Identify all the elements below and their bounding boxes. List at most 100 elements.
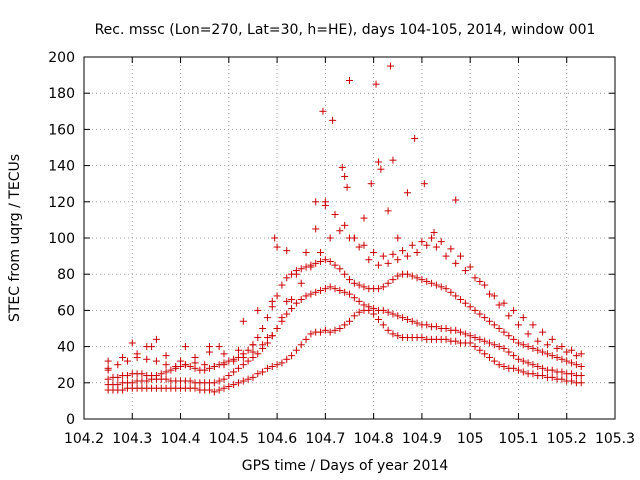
data-point [104, 375, 112, 383]
data-point [152, 372, 160, 380]
data-point [485, 317, 493, 325]
y-tick-label: 40 [57, 340, 75, 356]
data-point [365, 256, 373, 264]
data-point [384, 279, 392, 287]
data-point [220, 350, 228, 358]
y-tick-labels: 0 20 40 60 80 100 120 140 160 180 200 [48, 50, 75, 428]
data-point [360, 214, 368, 222]
data-point [389, 330, 397, 338]
data-point [403, 252, 411, 260]
data-point [273, 243, 281, 251]
data-point [355, 243, 363, 251]
data-point [442, 325, 450, 332]
data-point [273, 361, 281, 369]
data-point [263, 314, 271, 322]
data-point [442, 335, 450, 343]
data-point [394, 272, 402, 280]
data-point [413, 319, 421, 327]
data-point [181, 361, 189, 369]
data-point [379, 321, 387, 329]
data-point [394, 332, 402, 340]
data-point [481, 314, 489, 322]
y-tick-label: 160 [48, 122, 75, 138]
data-point [210, 363, 218, 371]
data-point [346, 290, 353, 298]
data-point [553, 353, 561, 361]
data-point [505, 312, 513, 320]
data-point [234, 346, 242, 354]
y-tick-label: 20 [57, 376, 75, 392]
data-point [292, 270, 300, 278]
data-point [548, 352, 556, 360]
data-point [577, 372, 585, 380]
data-point [278, 314, 286, 322]
data-point [514, 366, 522, 374]
data-point [355, 297, 363, 305]
data-point [476, 346, 484, 354]
data-point [167, 366, 175, 374]
data-point [336, 265, 344, 273]
data-point [230, 357, 238, 365]
data-point [297, 296, 305, 304]
data-point [312, 288, 320, 296]
data-point [206, 364, 214, 372]
data-point [292, 346, 300, 354]
data-point [268, 332, 276, 340]
data-point [225, 372, 233, 380]
data-point [510, 306, 518, 314]
data-point [408, 272, 416, 280]
data-point [350, 234, 358, 242]
data-point [466, 339, 474, 347]
data-point [162, 375, 170, 383]
data-point [326, 283, 334, 291]
data-point [234, 364, 242, 372]
data-point [263, 334, 271, 342]
data-point [312, 225, 320, 233]
data-point [524, 343, 532, 351]
data-point [239, 317, 247, 325]
data-point [162, 361, 170, 369]
data-point [297, 341, 305, 349]
data-point [220, 375, 228, 383]
data-point [254, 350, 262, 358]
y-axis-label: STEC from uqrg / TECUs [7, 154, 23, 322]
plot-frame [83, 56, 616, 420]
data-point [452, 196, 460, 204]
data-point [374, 261, 382, 269]
data-point [471, 343, 479, 351]
data-point [534, 346, 542, 354]
data-point [558, 355, 566, 363]
data-point [157, 370, 165, 378]
data-point [423, 241, 431, 249]
data-point [210, 388, 218, 396]
data-point [524, 330, 532, 338]
data-point [326, 258, 334, 266]
data-point [534, 363, 542, 371]
data-point [249, 341, 257, 349]
data-point [346, 317, 353, 325]
data-point [539, 348, 547, 356]
data-point [384, 259, 392, 267]
data-point [372, 80, 380, 88]
data-point [350, 279, 358, 287]
data-point [123, 372, 131, 380]
data-point [331, 210, 339, 218]
data-point [341, 270, 349, 278]
data-point [485, 290, 493, 298]
x-tick-label: 105.2 [547, 431, 587, 447]
data-point [268, 363, 276, 371]
data-point [418, 276, 426, 284]
data-point [389, 250, 397, 258]
data-point [259, 325, 267, 332]
data-point [162, 368, 170, 376]
data-point [432, 323, 440, 331]
data-point [442, 285, 450, 293]
data-point [514, 339, 522, 347]
data-point [283, 355, 291, 363]
data-point [271, 234, 279, 242]
data-point [568, 346, 576, 354]
data-point [360, 301, 368, 309]
data-point [374, 315, 382, 323]
data-point [553, 344, 561, 352]
data-point [430, 229, 438, 237]
